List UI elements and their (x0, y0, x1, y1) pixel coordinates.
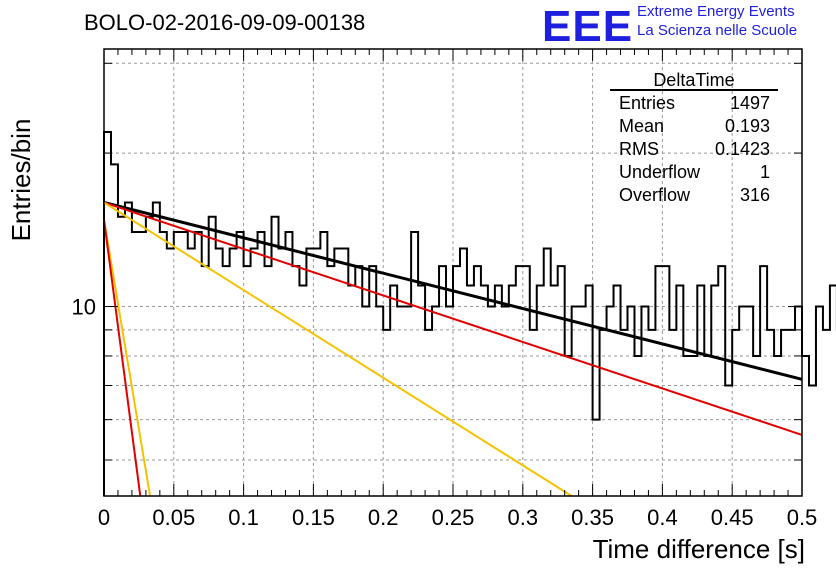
stats-title: DeltaTime (653, 70, 734, 90)
fit-curves (103, 201, 803, 497)
logo-caption-line1: Extreme Energy Events (637, 3, 795, 20)
stats-label: Underflow (619, 162, 701, 182)
x-tick-label: 0.3 (508, 505, 539, 530)
x-tick-label: 0.5 (787, 505, 818, 530)
logo-caption: Extreme Energy Events La Scienza nelle S… (637, 2, 797, 40)
histogram (103, 130, 836, 496)
stats-label: Overflow (619, 185, 691, 205)
x-axis-label: Time difference [s] (593, 534, 805, 564)
x-tick-label: 0.1 (228, 505, 259, 530)
x-tick-label: 0.4 (647, 505, 678, 530)
stats-value: 0.193 (725, 116, 770, 136)
stats-value: 0.1423 (715, 139, 770, 159)
logo-caption-line2: La Scienza nelle Scuole (637, 22, 798, 39)
stats-value: 1497 (730, 93, 770, 113)
fit-line-0 (103, 201, 803, 381)
stats-value: 1 (760, 162, 770, 182)
x-tick-label: 0 (98, 505, 110, 530)
y-tick-label: 10 (72, 295, 96, 320)
x-tick-label: 0.35 (571, 505, 614, 530)
stats-label: Entries (619, 93, 675, 113)
stats-label: Mean (619, 116, 664, 136)
fit-line-4 (103, 219, 142, 497)
x-tick-label: 0.2 (368, 505, 399, 530)
stats-value: 316 (740, 185, 770, 205)
x-tick-label: 0.45 (711, 505, 754, 530)
x-tick-label: 0.15 (292, 505, 335, 530)
fit-line-3 (103, 219, 152, 497)
histogram-steps (103, 130, 836, 496)
fit-line-2 (103, 201, 573, 497)
plot-title: BOLO-02-2016-09-09-00138 (84, 10, 366, 35)
x-tick-label: 0.25 (432, 505, 475, 530)
x-tick-label: 0.05 (152, 505, 195, 530)
axes: 0 0.05 0.1 0.15 0.2 0.25 0.3 0.35 0.4 0.45 0.5 10 (72, 48, 818, 530)
y-axis-label: Entries/bin (6, 119, 36, 242)
eee-logo: EEE (542, 2, 634, 51)
stats-box: DeltaTime Entries 1497 Mean 0.193 RMS 0.1423 Un… (610, 70, 778, 205)
fit-line-1 (103, 201, 803, 436)
stats-label: RMS (619, 139, 659, 159)
